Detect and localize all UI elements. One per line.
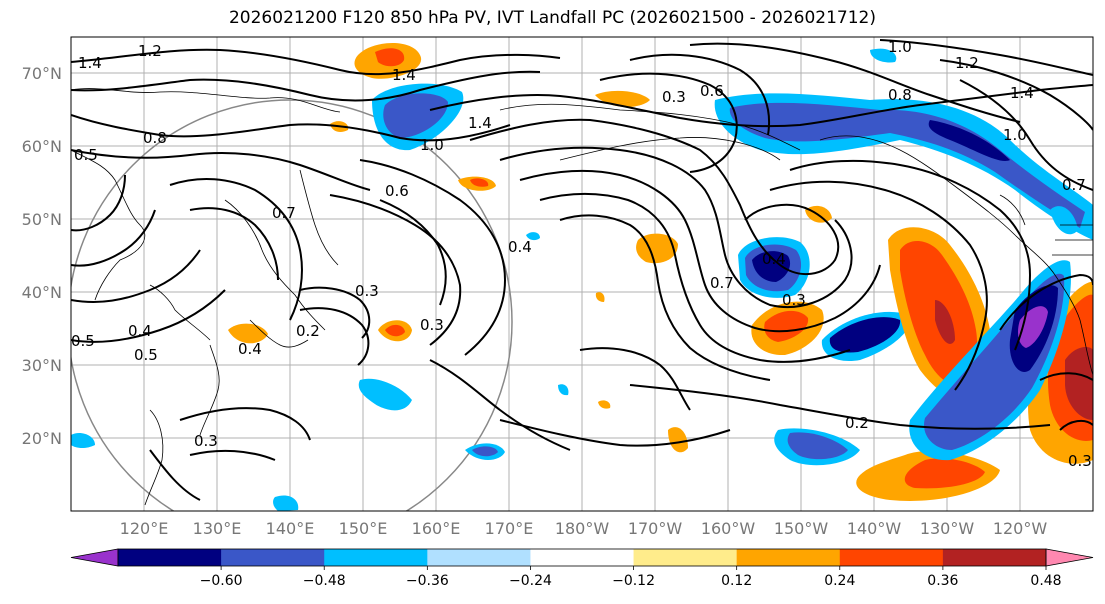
lon-label: 120°E xyxy=(120,519,169,538)
lon-label: 170°W xyxy=(628,519,683,538)
colorbar-cell xyxy=(427,549,531,566)
latitude-labels: 70°N 60°N 50°N 40°N 30°N 20°N xyxy=(22,64,62,448)
contour-label: 0.5 xyxy=(74,146,98,164)
lon-label: 140°E xyxy=(266,519,315,538)
lon-label: 150°E xyxy=(339,519,388,538)
contour-label: 0.6 xyxy=(700,82,724,100)
contour-label: 0.2 xyxy=(845,414,869,432)
contour-label: 0.4 xyxy=(238,340,262,358)
lon-label: 160°W xyxy=(701,519,756,538)
colorbar-extend-min xyxy=(70,548,119,567)
contour-label: 0.7 xyxy=(1062,176,1086,194)
lon-label: 120°W xyxy=(993,519,1048,538)
colorbar-cell xyxy=(839,549,944,566)
colorbar-tick-label: 0.24 xyxy=(824,573,855,589)
contour-label: 0.6 xyxy=(385,182,409,200)
colorbar-cell xyxy=(118,549,222,566)
range-circle xyxy=(71,99,513,511)
contour-label: 0.3 xyxy=(782,291,806,309)
contour-label: 0.3 xyxy=(1068,452,1092,470)
lat-label: 20°N xyxy=(22,429,62,448)
colorbar-tick-label: −0.12 xyxy=(612,573,655,589)
colorbar-tick-label: −0.36 xyxy=(406,573,449,589)
colorbar-cell xyxy=(942,549,1047,566)
map-border xyxy=(70,36,1094,512)
lat-label: 40°N xyxy=(22,283,62,302)
map-title: 2026021200 F120 850 hPa PV, IVT Landfall… xyxy=(228,8,876,28)
colorbar-cell xyxy=(633,549,738,566)
contour-label: 1.0 xyxy=(1003,126,1027,144)
contour-label: 0.4 xyxy=(508,238,532,256)
contour-label: 0.8 xyxy=(888,86,912,104)
contour-label: 0.4 xyxy=(128,322,152,340)
lon-label: 130°W xyxy=(920,519,975,538)
contour-label: 1.2 xyxy=(138,42,162,60)
colorbar-tick-label: −0.48 xyxy=(303,573,346,589)
colorbar-tick-label: −0.60 xyxy=(200,573,243,589)
coastlines xyxy=(71,88,1093,506)
pv-shading xyxy=(71,42,1093,511)
colorbar-cell xyxy=(221,549,325,566)
contour-label: 1.4 xyxy=(392,66,416,84)
colorbar-tick-label: 0.12 xyxy=(721,573,752,589)
colorbar-border xyxy=(117,548,1047,567)
contour-label: 1.0 xyxy=(420,136,444,154)
colorbar-tick-label: 0.36 xyxy=(927,573,958,589)
lon-label: 160°E xyxy=(412,519,461,538)
contour-label: 1.4 xyxy=(1010,84,1034,102)
lon-label: 170°E xyxy=(485,519,534,538)
lon-label: 130°E xyxy=(193,519,242,538)
lat-label: 70°N xyxy=(22,64,62,83)
contour-label: 0.7 xyxy=(710,274,734,292)
lat-label: 60°N xyxy=(22,137,62,156)
contour-label: 0.7 xyxy=(272,204,296,222)
contour-label: 0.5 xyxy=(71,332,95,350)
lon-label: 180°W xyxy=(555,519,610,538)
colorbar-tick-label: −0.24 xyxy=(509,573,552,589)
colorbar-cell xyxy=(530,549,635,566)
contour-label: 0.3 xyxy=(420,316,444,334)
contour-label: 1.2 xyxy=(955,54,979,72)
lon-label: 140°W xyxy=(847,519,902,538)
contour-label: 0.5 xyxy=(134,346,158,364)
contour-labels: 1.2 1.4 1.4 0.8 0.5 1.4 1.0 0.6 0.7 0.5 … xyxy=(71,38,1092,470)
contour-label: 0.8 xyxy=(143,129,167,147)
colorbar-tick-label: 0.48 xyxy=(1030,573,1061,589)
colorbar-cell xyxy=(324,549,428,566)
contour-label: 0.2 xyxy=(296,322,320,340)
contour-label: 1.0 xyxy=(888,38,912,56)
contour-label: 0.3 xyxy=(662,88,686,106)
lon-label: 150°W xyxy=(774,519,829,538)
lat-label: 50°N xyxy=(22,210,62,229)
contour-label: 1.4 xyxy=(468,114,492,132)
longitude-labels: 120°E 130°E 140°E 150°E 160°E 170°E 180°… xyxy=(120,519,1048,538)
colorbar: −0.60 −0.48 −0.36 −0.24 −0.12 0.12 0.24 0.36 0.4… xyxy=(70,548,1094,589)
contour-label: 0.3 xyxy=(355,282,379,300)
contour-label: 0.4 xyxy=(762,250,786,268)
colorbar-extend-max xyxy=(1045,548,1094,567)
contour-label: 1.4 xyxy=(78,54,102,72)
lat-label: 30°N xyxy=(22,356,62,375)
pv-contours xyxy=(71,39,1093,501)
contour-label: 0.3 xyxy=(194,432,218,450)
colorbar-cell xyxy=(736,549,841,566)
